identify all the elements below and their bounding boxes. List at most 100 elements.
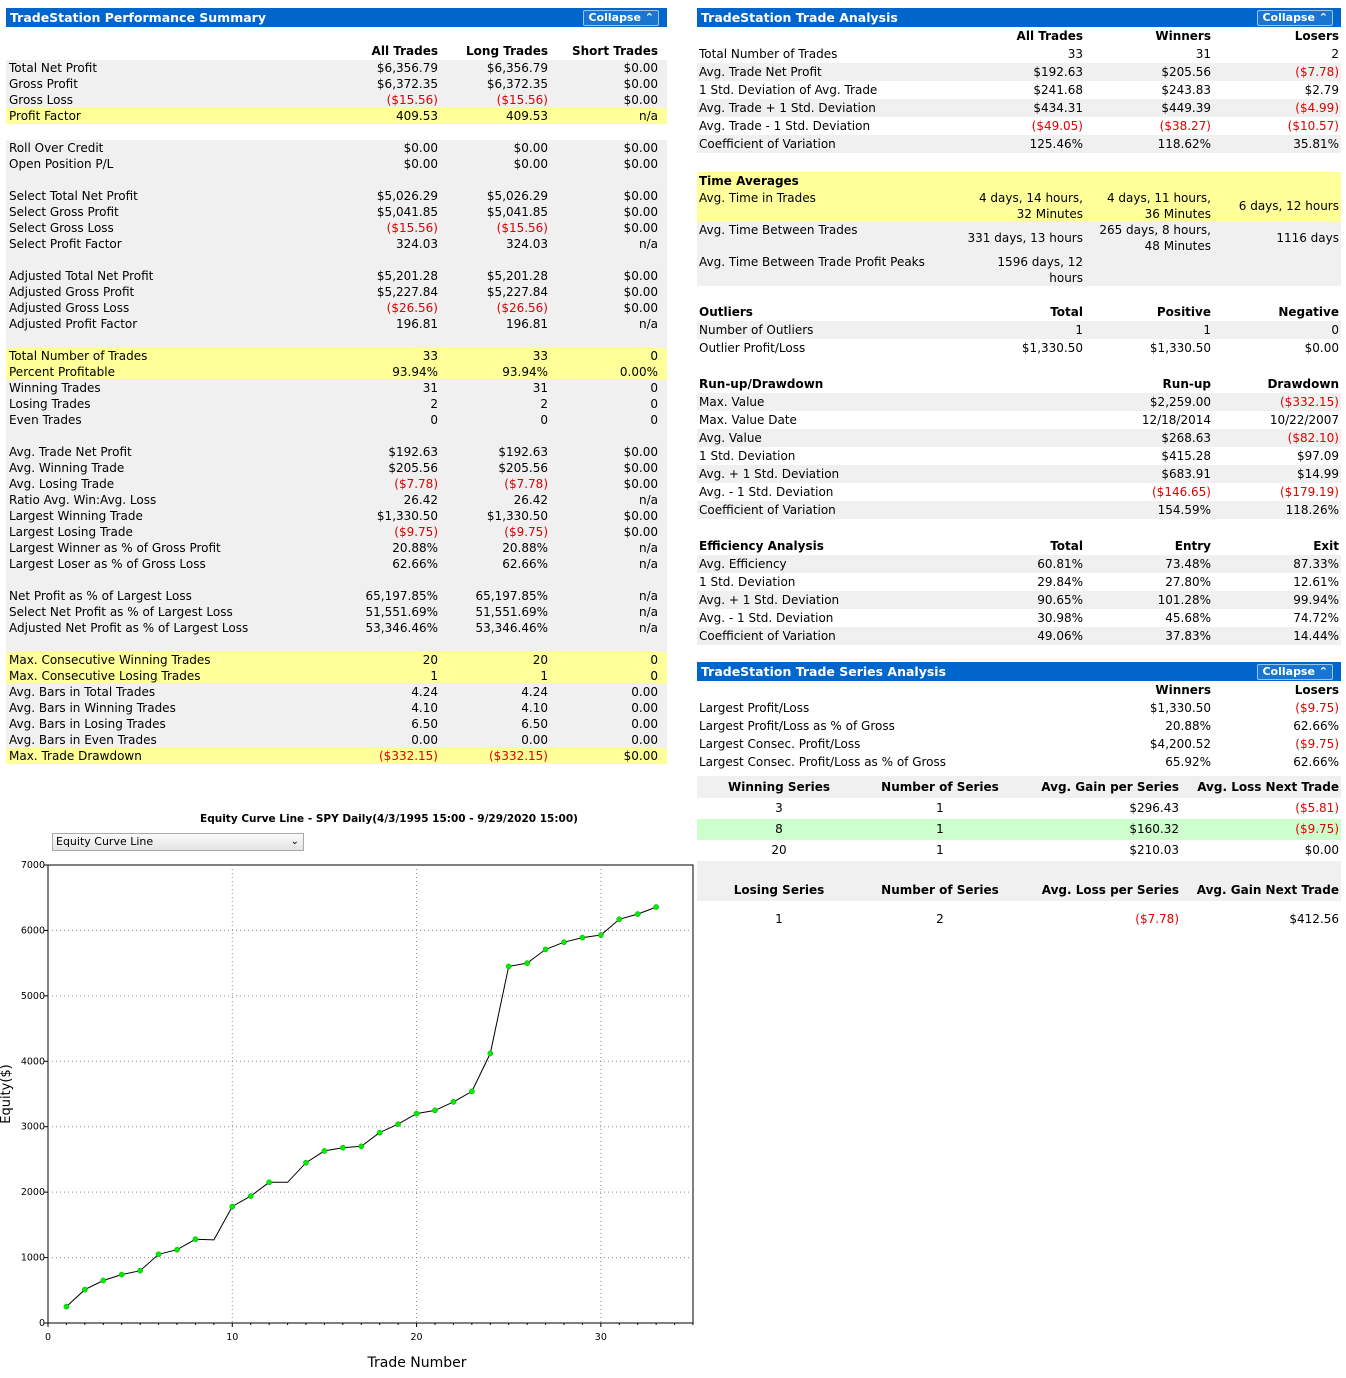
equity-point xyxy=(542,946,549,953)
runup-header: Run-up xyxy=(1162,377,1211,391)
runup-row-value: 118.26% xyxy=(1285,503,1339,517)
perf-row-value: $0.00 xyxy=(623,301,658,315)
x-tick-label: 0 xyxy=(45,1332,51,1343)
time-row-value: 4 days, 11 hours, xyxy=(1106,191,1211,205)
perf-row-value: ($15.56) xyxy=(496,221,548,235)
efficiency-header: Total xyxy=(1050,539,1083,553)
analysis-row-value: $241.68 xyxy=(1033,83,1083,97)
series-row-value: $1,330.50 xyxy=(1149,701,1211,715)
perf-row-label: Avg. Bars in Losing Trades xyxy=(9,717,166,731)
perf-row-value: 0 xyxy=(650,653,658,667)
analysis-collapse-button[interactable]: Collapse ⌃ xyxy=(1257,10,1333,26)
time-row: Avg. Time Between Trades 331 days, 13 hou… xyxy=(697,222,1341,254)
perf-row-value: 53,346.46% xyxy=(365,621,438,635)
perf-row: Avg. Trade Net Profit $192.63 $192.63 $0.00 xyxy=(6,444,667,460)
series-row-value: ($9.75) xyxy=(1295,701,1339,715)
perf-row-value: 0 xyxy=(540,413,548,427)
analysis-row-label: Coefficient of Variation xyxy=(699,137,836,151)
perf-row: Adjusted Net Profit as % of Largest Loss… xyxy=(6,620,667,636)
perf-row: Open Position P/L $0.00 $0.00 $0.00 xyxy=(6,156,667,172)
perf-row-value: 93.94% xyxy=(502,365,548,379)
time-row-value: 265 days, 8 hours, xyxy=(1099,223,1211,237)
efficiency-row-label: Avg. + 1 Std. Deviation xyxy=(699,593,840,607)
perf-row: Net Profit as % of Largest Loss 65,197.85… xyxy=(6,588,667,604)
perf-row-value: 4.10 xyxy=(521,701,548,715)
perf-row-value: n/a xyxy=(638,589,658,603)
series-row: Largest Profit/Loss as % of Gross 20.88% 6… xyxy=(697,717,1341,735)
time-row-label: Avg. Time Between Trades xyxy=(699,223,858,237)
perf-row-value: $0.00 xyxy=(623,61,658,75)
perf-row-value: ($332.15) xyxy=(489,749,548,763)
perf-row-value: 31 xyxy=(532,381,548,395)
perf-row-value: $5,026.29 xyxy=(486,189,548,203)
perf-row xyxy=(6,124,667,140)
analysis-row-label: Avg. Trade Net Profit xyxy=(699,65,822,79)
performance-summary-title: TradeStation Performance Summary xyxy=(10,10,266,25)
perf-row: Select Total Net Profit $5,026.29 $5,026.2… xyxy=(6,188,667,204)
analysis-header-row: All Trades Winners Losers xyxy=(697,28,1341,44)
winning-series-value: 20 xyxy=(771,843,787,857)
y-tick-label: 0 xyxy=(39,1318,45,1329)
perf-row-value: ($332.15) xyxy=(379,749,438,763)
y-tick-label: 6000 xyxy=(21,925,45,936)
perf-header-row: All Trades Long Trades Short Trades xyxy=(6,43,667,59)
perf-row-value: ($15.56) xyxy=(386,93,438,107)
series-row-label: Largest Consec. Profit/Loss xyxy=(699,737,861,751)
equity-point xyxy=(155,1251,162,1258)
perf-row-label: Largest Winner as % of Gross Profit xyxy=(9,541,221,555)
time-row-value: 4 days, 14 hours, xyxy=(978,191,1083,205)
runup-row-label: Avg. Value xyxy=(699,431,762,445)
series-header: Winners xyxy=(1155,683,1211,697)
analysis-row-value: $449.39 xyxy=(1161,101,1211,115)
losing-series-header: Avg. Loss per Series xyxy=(1041,883,1179,897)
equity-point xyxy=(137,1267,143,1274)
efficiency-row-value: 74.72% xyxy=(1293,611,1339,625)
perf-row-value: 4.24 xyxy=(411,685,438,699)
perf-row-value: $6,372.35 xyxy=(376,77,438,91)
perf-row xyxy=(6,636,667,652)
equity-point xyxy=(487,1050,494,1057)
x-tick-label: 10 xyxy=(226,1332,238,1343)
perf-row: Adjusted Profit Factor 196.81 196.81 n/a xyxy=(6,316,667,332)
perf-row xyxy=(6,572,667,588)
perf-row: Adjusted Gross Profit $5,227.84 $5,227.84 $… xyxy=(6,284,667,300)
runup-row-label: Coefficient of Variation xyxy=(699,503,836,517)
runup-row-label: Avg. - 1 Std. Deviation xyxy=(699,485,834,499)
perf-row-value: $0.00 xyxy=(623,157,658,171)
perf-row-value: 324.03 xyxy=(506,237,548,251)
equity-point xyxy=(247,1193,254,1199)
perf-row xyxy=(6,332,667,348)
analysis-row-value: $243.83 xyxy=(1161,83,1211,97)
perf-row: Adjusted Gross Loss ($26.56) ($26.56) $0.00 xyxy=(6,300,667,316)
perf-row: Max. Consecutive Winning Trades 20 20 0 xyxy=(6,652,667,668)
perf-row-value: $1,330.50 xyxy=(486,509,548,523)
perf-row-value: 2 xyxy=(430,397,438,411)
runup-row: 1 Std. Deviation $415.28 $97.09 xyxy=(697,447,1341,465)
chart-type-dropdown[interactable]: Equity Curve Line ⌄ xyxy=(52,833,304,851)
runup-row: Avg. Value $268.63 ($82.10) xyxy=(697,429,1341,447)
analysis-row-value: ($7.78) xyxy=(1295,65,1339,79)
perf-row: Select Net Profit as % of Largest Loss 51… xyxy=(6,604,667,620)
perf-row-label: Net Profit as % of Largest Loss xyxy=(9,589,192,603)
perf-row: Ratio Avg. Win:Avg. Loss 26.42 26.42 n/a xyxy=(6,492,667,508)
analysis-header-losers: Losers xyxy=(1294,29,1339,43)
runup-row-label: 1 Std. Deviation xyxy=(699,449,796,463)
perf-row-label: Largest Winning Trade xyxy=(9,509,143,523)
perf-row-value: 20 xyxy=(422,653,438,667)
perf-row-value: $192.63 xyxy=(498,445,548,459)
perf-row-value: 0 xyxy=(650,349,658,363)
trade-analysis-title: TradeStation Trade Analysis xyxy=(701,10,898,25)
perf-row-value: $205.56 xyxy=(388,461,438,475)
perf-row-value: $0.00 xyxy=(403,141,438,155)
perf-collapse-button[interactable]: Collapse ⌃ xyxy=(583,10,659,26)
series-collapse-button[interactable]: Collapse ⌃ xyxy=(1257,664,1333,680)
efficiency-row-value: 45.68% xyxy=(1165,611,1211,625)
losing-series-value: ($7.78) xyxy=(1135,912,1179,926)
analysis-row-value: ($4.99) xyxy=(1295,101,1339,115)
efficiency-row-value: 29.84% xyxy=(1037,575,1083,589)
perf-row-value: 0.00 xyxy=(631,701,658,715)
losing-series-row: 1 2 ($7.78) $412.56 xyxy=(697,909,1341,930)
perf-row: Avg. Bars in Winning Trades 4.10 4.10 0.00 xyxy=(6,700,667,716)
perf-row-label: Avg. Bars in Total Trades xyxy=(9,685,156,699)
perf-row-label: Adjusted Gross Profit xyxy=(9,285,135,299)
